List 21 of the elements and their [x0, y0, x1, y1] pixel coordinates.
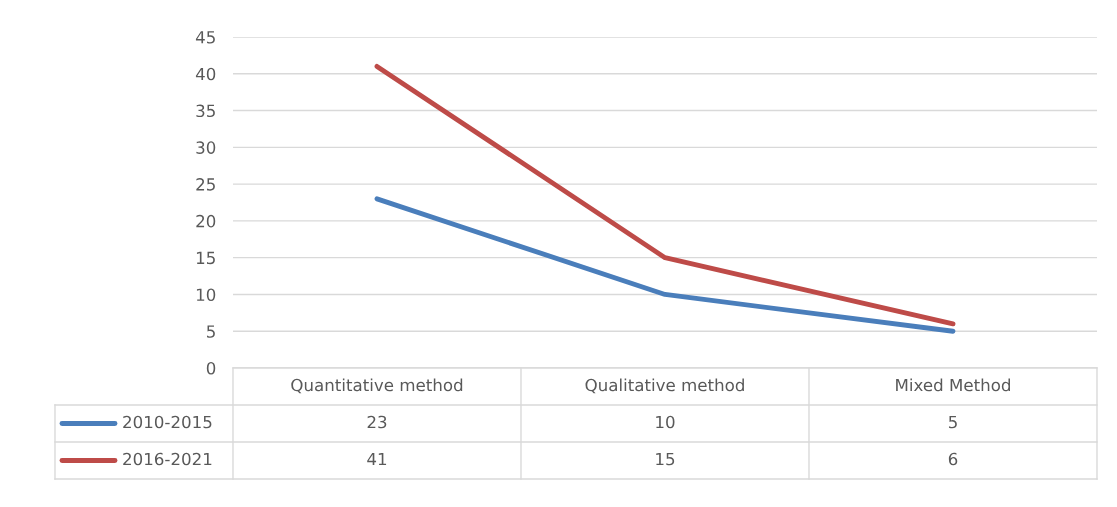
data-label: 6: [948, 452, 958, 466]
y-tick-label: 20: [196, 214, 216, 228]
y-tick-label: 15: [196, 251, 215, 265]
x-tick-label: Quantitative method: [291, 378, 463, 394]
y-tick-label: 40: [195, 67, 216, 81]
x-tick-label: Mixed Method: [896, 378, 1010, 392]
y-tick-label: 45: [195, 31, 215, 44]
y-tick-label: 5: [207, 325, 215, 338]
y-tick-label: 0: [206, 361, 216, 375]
legend-label: 2016-2021: [123, 452, 212, 466]
y-tick-label: 30: [196, 141, 216, 154]
data-label: 5: [948, 415, 957, 429]
y-tick-label: 10: [196, 288, 216, 302]
data-label: 41: [367, 452, 387, 466]
data-label: 10: [656, 415, 675, 429]
data-label: 23: [367, 415, 387, 429]
data-label: 15: [656, 452, 675, 466]
y-tick-label: 35: [196, 104, 215, 118]
legend-label: 2010-2015: [123, 415, 212, 429]
x-tick-label: Qualitative method: [585, 378, 744, 394]
y-tick-label: 25: [196, 178, 215, 191]
